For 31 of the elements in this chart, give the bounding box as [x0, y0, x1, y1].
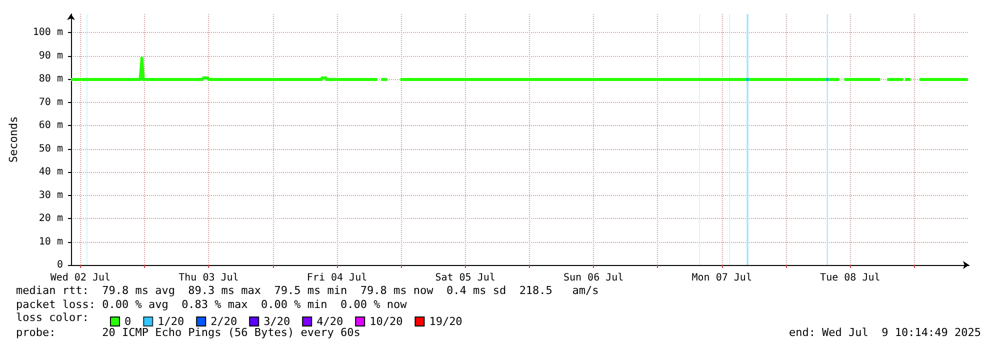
y-tick-label: 90 m [38, 50, 63, 62]
y-tick-label: 20 m [38, 213, 63, 224]
x-tick-label: Mon 07 Jul [692, 272, 752, 284]
x-tick-label: Wed 02 Jul [50, 272, 111, 284]
x-tick-label: Sat 05 Jul [435, 272, 496, 284]
y-tick-label: 60 m [38, 120, 63, 132]
legend-label: 1/20 [158, 315, 184, 328]
x-tick-label: Thu 03 Jul [178, 272, 239, 284]
legend-label: 0 [124, 315, 132, 328]
y-tick-label: 10 m [38, 236, 63, 248]
y-tick-label: 100 m [32, 27, 63, 38]
legend-label: 19/20 [429, 315, 462, 328]
text: end: Wed Jul 9 10:14:49 2025 [788, 326, 982, 339]
y-tick-label: 0 [56, 260, 63, 270]
y-tick-label: 50 m [38, 143, 63, 154]
text: probe: 20 ICMP Echo Pings (56 Bytes) every 60s [16, 326, 360, 339]
legend-label: 10/20 [370, 315, 403, 328]
x-tick-label: Sun 06 Jul [563, 272, 624, 284]
y-tick-label: 70 m [38, 96, 63, 108]
x-tick-label: Tue 08 Jul [820, 272, 880, 284]
y-tick-label: 30 m [38, 190, 63, 201]
legend-label: 4/20 [316, 315, 344, 328]
y-tick-label: 40 m [38, 166, 63, 178]
x-tick-label: Fri 04 Jul [306, 272, 368, 284]
y-axis-title: Seconds [7, 116, 20, 163]
text: median rtt: 79.8 ms avg 89.3 ms max 79.5 ms min 79.8 ms now 0.4 ms sd 218.5 am/s [16, 284, 599, 297]
text: packet loss: 0.00 % avg 0.83 % max 0.00 % min 0.00 % now [16, 298, 408, 311]
legend-title: loss color: [16, 311, 89, 324]
y-tick-label: 80 m [38, 74, 63, 85]
legend-label: 2/20 [210, 315, 238, 328]
legend-label: 3/20 [264, 315, 290, 328]
